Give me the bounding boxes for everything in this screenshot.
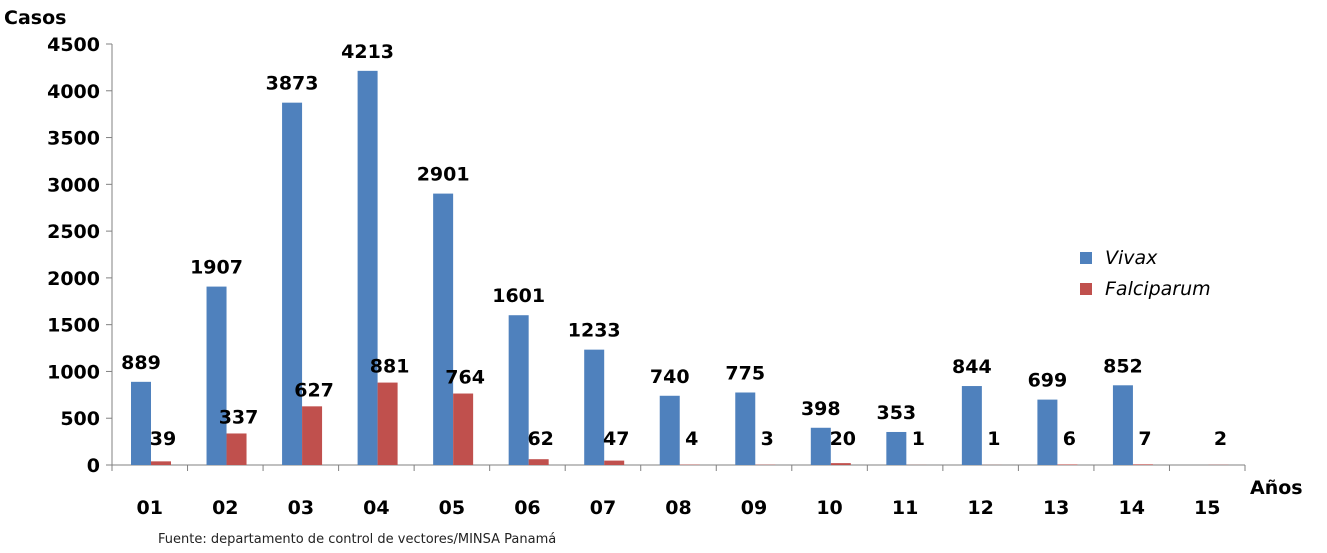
y-axis-title: Casos (4, 7, 66, 29)
data-label-falciparum: 2 (1214, 428, 1227, 450)
bar-vivax (1037, 399, 1058, 465)
data-label-vivax: 398 (801, 398, 841, 420)
bar-falciparum (528, 459, 549, 465)
data-label-falciparum: 881 (370, 356, 410, 378)
data-label-vivax: 775 (725, 362, 765, 384)
x-tick-label: 14 (1118, 497, 1144, 519)
data-label-vivax: 844 (952, 356, 992, 378)
data-label-falciparum: 627 (294, 379, 334, 401)
data-label-falciparum: 764 (445, 367, 485, 389)
x-tick-label: 02 (212, 497, 238, 519)
bar-vivax (357, 70, 378, 466)
y-tick-label: 2500 (47, 221, 100, 243)
bar-falciparum (226, 433, 247, 465)
x-tick-label: 03 (288, 497, 314, 519)
bar-falciparum (302, 406, 323, 465)
bar-vivax (584, 349, 605, 465)
bar-vivax (886, 431, 907, 465)
bar-falciparum (604, 460, 625, 465)
axes: 0 500 1000 1500 2000 2500 3000 3500 4000 4500 01 02… (47, 34, 1246, 519)
bar-vivax (206, 286, 227, 465)
x-tick-label: 01 (137, 497, 163, 519)
y-tick-label: 4000 (47, 81, 100, 103)
bar-vivax (659, 395, 680, 465)
bars (131, 70, 1229, 466)
legend-swatch-vivax (1080, 252, 1092, 264)
y-tick-label: 4500 (47, 34, 100, 56)
legend-label-vivax: Vivax (1105, 247, 1158, 269)
y-tick-label: 3000 (47, 174, 100, 196)
bar-vivax (810, 427, 831, 465)
bar-falciparum (1057, 464, 1078, 465)
y-tick-label: 500 (60, 408, 100, 430)
x-tick-label: 12 (967, 497, 993, 519)
bar-vivax (433, 193, 454, 465)
legend-label-falciparum: Falciparum (1105, 278, 1211, 300)
data-labels: 8893919073373873627421388129017641601621… (121, 41, 1227, 450)
data-label-falciparum: 7 (1138, 428, 1151, 450)
data-label-vivax: 1907 (190, 257, 243, 279)
x-tick-label: 07 (590, 497, 616, 519)
legend-swatch-falciparum (1080, 283, 1092, 295)
y-tick-label: 1500 (47, 315, 100, 337)
data-label-vivax: 4213 (341, 41, 394, 63)
y-tick-label: 0 (87, 455, 100, 477)
x-tick-label: 05 (439, 497, 465, 519)
x-tick-label: 09 (741, 497, 767, 519)
data-label-vivax: 3873 (266, 73, 319, 95)
x-tick-label: 06 (514, 497, 540, 519)
y-tick-label: 3500 (47, 128, 100, 150)
data-label-falciparum: 4 (685, 428, 698, 450)
data-label-falciparum: 20 (830, 428, 856, 450)
data-label-vivax: 1601 (492, 285, 545, 307)
data-label-falciparum: 1 (987, 428, 1000, 450)
y-tick-label: 2000 (47, 268, 100, 290)
y-tick-label: 1000 (47, 361, 100, 383)
bar-falciparum (830, 463, 851, 465)
data-label-falciparum: 337 (219, 406, 259, 428)
bar-vivax (508, 315, 529, 465)
bar-vivax (961, 386, 982, 465)
bar-falciparum (453, 393, 474, 465)
bar-vivax (282, 102, 303, 465)
data-label-vivax: 353 (876, 402, 916, 424)
data-label-vivax: 852 (1103, 355, 1143, 377)
data-label-falciparum: 6 (1063, 428, 1076, 450)
source-note: Fuente: departamento de control de vecto… (158, 532, 557, 547)
x-tick-label: 10 (816, 497, 842, 519)
legend: Vivax Falciparum (1080, 247, 1211, 300)
x-tick-label: 08 (665, 497, 691, 519)
data-label-vivax: 1233 (568, 320, 621, 342)
x-tick-label: 11 (892, 497, 918, 519)
x-tick-label: 15 (1194, 497, 1220, 519)
data-label-vivax: 889 (121, 352, 161, 374)
x-tick-label: 13 (1043, 497, 1069, 519)
bar-falciparum (377, 382, 398, 465)
bar-falciparum (151, 461, 171, 465)
bar-falciparum (1132, 464, 1153, 465)
data-label-falciparum: 47 (603, 428, 629, 450)
bar-vivax (1112, 385, 1133, 465)
data-label-falciparum: 1 (912, 428, 925, 450)
data-label-vivax: 699 (1028, 370, 1068, 392)
data-label-falciparum: 62 (527, 428, 553, 450)
x-axis-title: Años (1250, 477, 1303, 499)
data-label-falciparum: 39 (150, 428, 176, 450)
data-label-falciparum: 3 (761, 428, 774, 450)
data-label-vivax: 740 (650, 366, 690, 388)
x-tick-label: 04 (363, 497, 389, 519)
bar-vivax (131, 381, 151, 465)
data-label-vivax: 2901 (417, 164, 470, 186)
bar-vivax (735, 392, 756, 465)
